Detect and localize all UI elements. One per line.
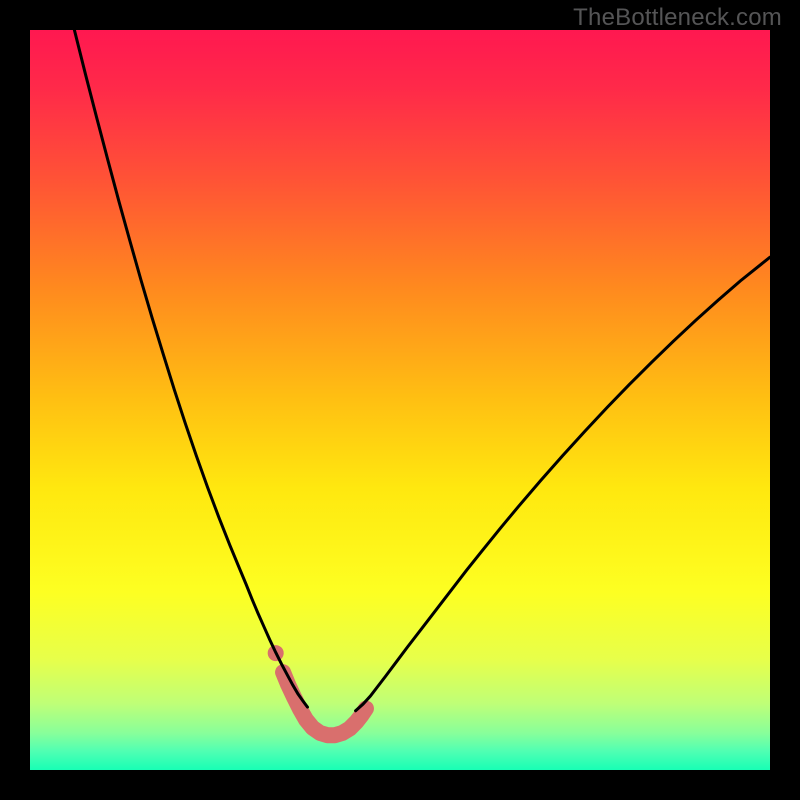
curve-right	[356, 257, 770, 711]
watermark-text: TheBottleneck.com	[573, 4, 782, 32]
curve-left	[74, 30, 307, 707]
trough-band	[283, 672, 366, 735]
chart-svg	[0, 0, 800, 800]
